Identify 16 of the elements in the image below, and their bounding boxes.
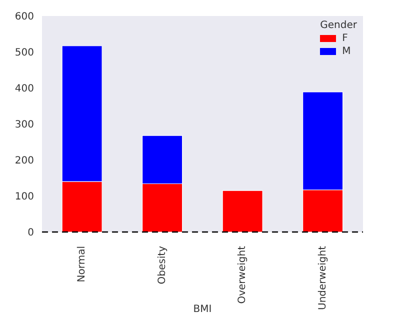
y-tick-label: 0 [28, 228, 34, 239]
y-tick-label: 200 [14, 156, 34, 167]
x-tick-label: Overweight [237, 246, 248, 304]
x-axis-title: BMI [193, 304, 212, 315]
x-tick-label: Underweight [317, 246, 328, 310]
legend-label: F [342, 33, 348, 44]
bar [222, 190, 263, 232]
y-tick-label: 500 [14, 48, 34, 59]
y-tick-label: 300 [14, 120, 34, 131]
x-tick-label: Obesity [156, 246, 168, 284]
legend-title: Gender [320, 20, 357, 31]
x-tick-label: Normal [76, 246, 88, 282]
y-tick-label: 600 [14, 12, 34, 23]
y-tick-label: 100 [14, 192, 34, 203]
legend-label: M [342, 46, 351, 57]
y-tick-label: 400 [14, 84, 34, 95]
